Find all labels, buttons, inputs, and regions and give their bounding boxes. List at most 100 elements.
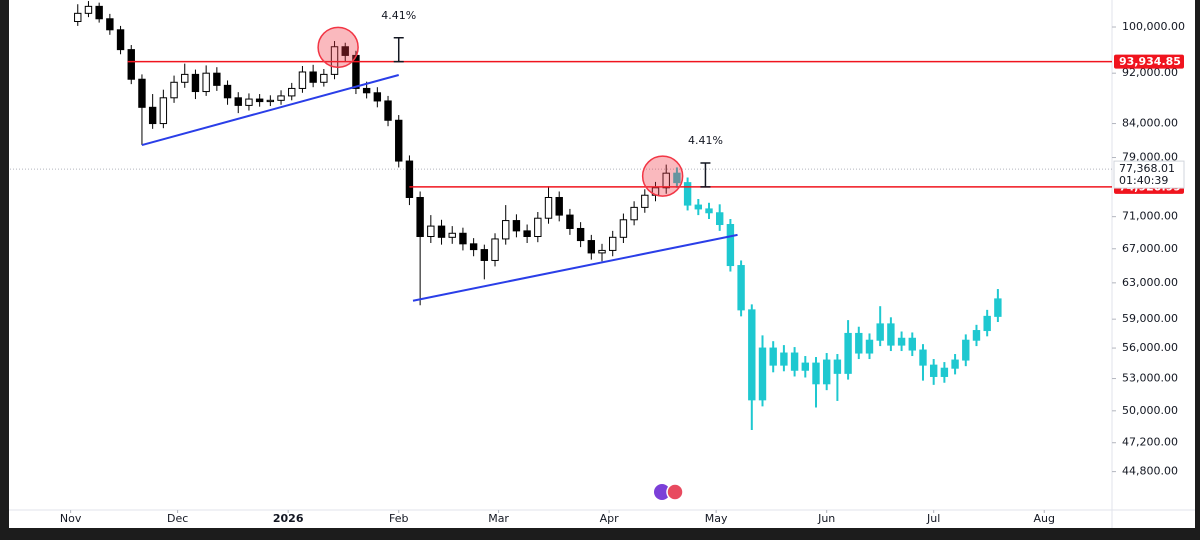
x-tick-label: 2026 [273,512,304,525]
y-tick-label: 56,000.00 [1122,341,1178,354]
candle-body [587,240,596,254]
y-tick-label: 44,800.00 [1122,465,1178,478]
y-tick-label: 67,000.00 [1122,242,1178,255]
candle-body [983,315,991,332]
candle-body [748,309,756,401]
candle-body [876,323,884,341]
candle-body [844,332,852,374]
candle-body [822,359,831,385]
candle-body [662,172,670,189]
candle-body [940,367,949,377]
candle-body [726,224,735,267]
trendline [141,74,399,147]
candle-body [598,249,606,254]
x-tick-label: Jun [817,512,835,525]
candle-body [801,362,809,371]
candle-body [630,206,638,221]
candle-body [469,243,478,251]
candle-body [138,78,146,108]
x-tick-label: Jul [926,512,940,525]
candle-body [758,347,767,401]
candle-body [962,339,970,361]
candle-body [74,12,82,23]
y-tick-label: 100,000.00 [1122,20,1185,33]
candle-body [234,97,242,106]
x-tick-label: May [705,512,728,525]
candle-body [908,337,916,351]
candle-body [812,362,820,385]
candle-body [223,84,232,99]
candle-body [427,225,435,238]
highlight-circle [641,155,684,197]
candle-body [929,364,938,377]
candle-body [694,204,703,210]
candle-body [95,5,103,20]
x-tick-label: Apr [600,512,620,525]
candle-body [181,73,189,83]
candle-body [127,49,135,80]
candle-body [191,73,200,93]
candle-body [512,220,521,232]
candle-body [619,219,628,238]
y-tick-label: 71,000.00 [1122,210,1178,223]
candle-body [288,87,296,97]
candle-body [480,249,489,261]
candle-body [491,238,499,261]
y-tick-label: 53,000.00 [1122,372,1178,385]
candle-body [865,339,874,354]
candle-body [148,106,157,125]
candle-body [202,72,210,93]
candle-body [555,196,563,216]
candle-body [298,71,307,89]
candle-body [683,182,692,206]
measure-label: 4.41% [688,134,723,147]
x-tick-label: Aug [1033,512,1054,525]
candle-body [769,347,777,366]
candle-body [972,330,981,341]
candle-body [106,18,114,31]
trendline [412,233,738,302]
y-tick-label: 79,000.00 [1122,151,1178,164]
candle-body [405,160,414,198]
y-tick-label: 63,000.00 [1122,276,1178,289]
candle-body [309,71,317,83]
level-label-bg [1114,54,1184,69]
candle-body [780,352,788,366]
candle-body [416,196,424,238]
candle-body [362,87,371,94]
candle-body [384,100,392,121]
current-price-bg [1113,160,1185,189]
candle-body [255,98,264,103]
candle-body [673,172,681,184]
candle-body [855,332,863,354]
candle-body [737,265,745,311]
candle-body [641,194,649,208]
candle-body [116,29,125,51]
candle-body [833,359,842,374]
candle-body [534,217,542,238]
candle-body [523,230,531,238]
candle-body [159,97,168,125]
highlight-circle [317,26,359,69]
candle-body [395,119,403,162]
candle-body [459,232,467,245]
y-tick-label: 47,200.00 [1122,436,1178,449]
candle-body [277,95,285,101]
candle-body [84,5,93,14]
candle-body [320,73,328,83]
y-tick-label: 50,000.00 [1122,404,1178,417]
candle-body [170,81,178,99]
candle-body [266,99,275,103]
logo [654,483,684,501]
candle-body [448,232,456,238]
candle-body [887,323,895,346]
candle-body [341,46,349,56]
candle-body [566,214,574,229]
candle-body [897,337,906,346]
countdown-label: 01:40:39 [1119,174,1168,187]
level-label: 93,934.85 [1119,55,1181,68]
candle-body [373,92,382,102]
candle-body [245,98,253,106]
x-tick-label: Mar [488,512,509,525]
